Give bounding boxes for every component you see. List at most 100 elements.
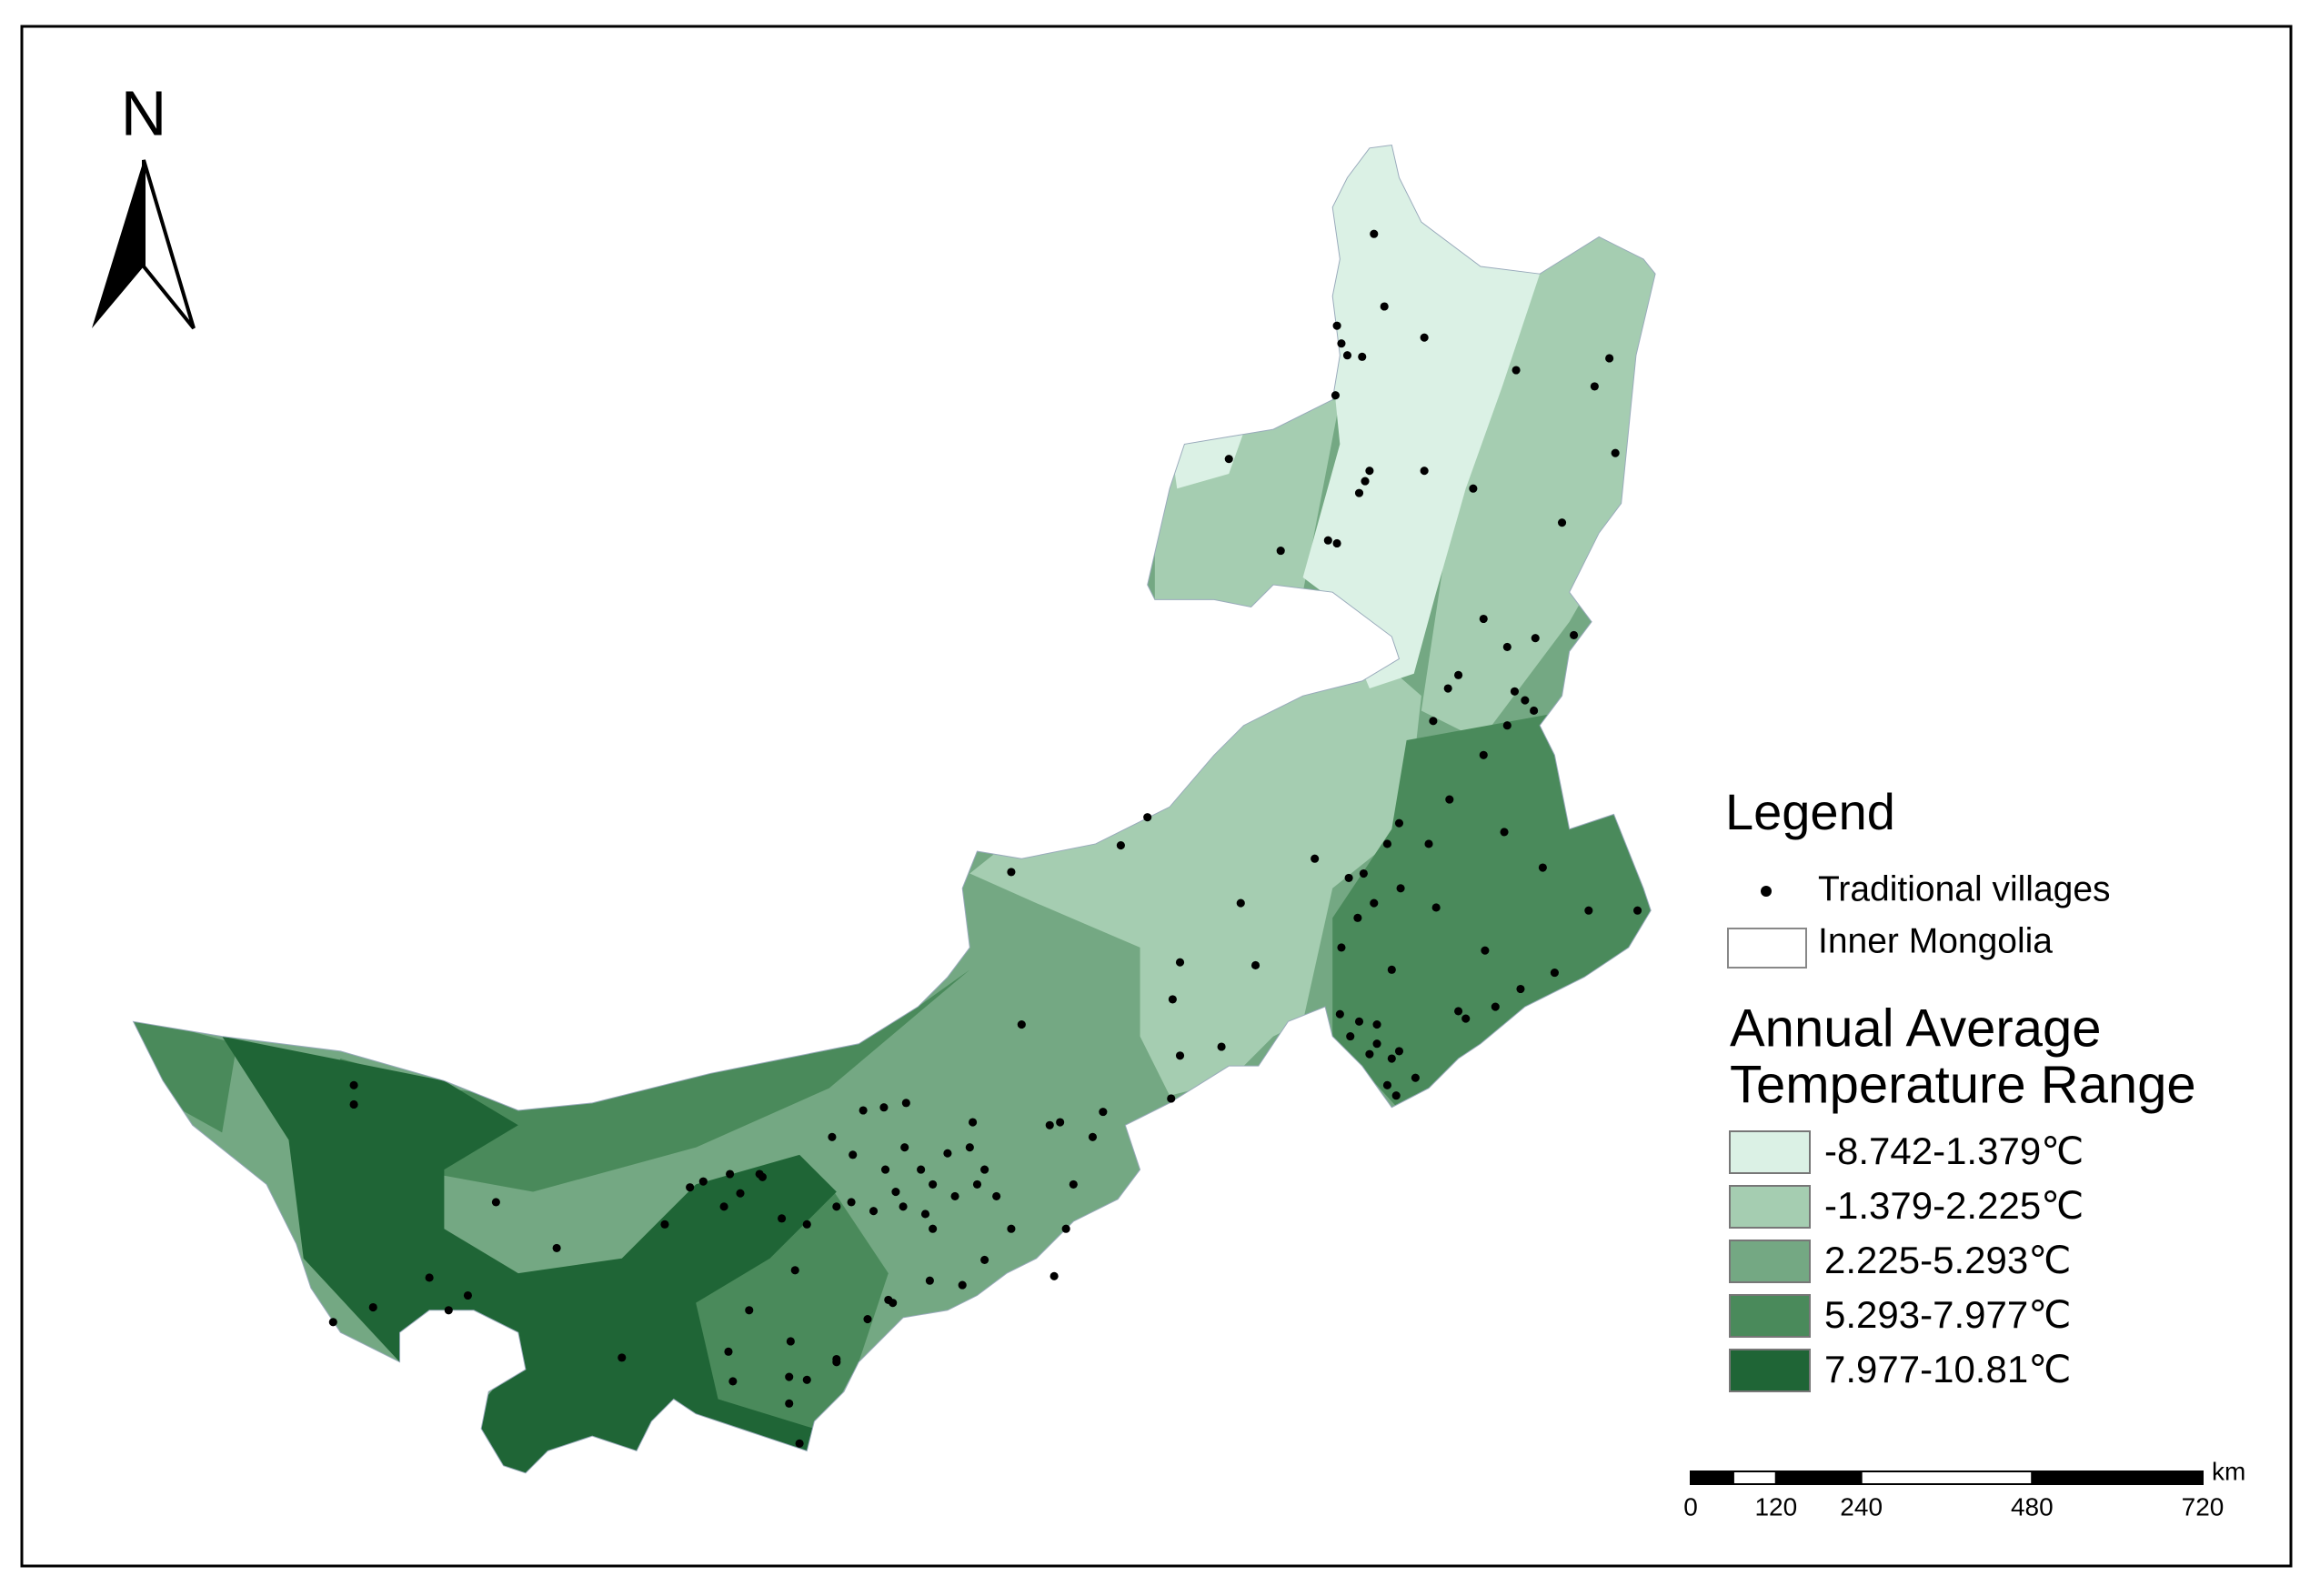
north-arrow: N <box>92 77 196 330</box>
class-swatch <box>1729 1185 1811 1229</box>
boundary-symbol <box>1727 928 1807 969</box>
village-point <box>1382 1080 1391 1089</box>
village-point <box>849 1150 858 1159</box>
village-point <box>1502 721 1512 730</box>
map-area <box>132 145 1656 1474</box>
village-point <box>726 1169 735 1179</box>
scale-tick-label: 120 <box>1754 1492 1797 1521</box>
scale-segment <box>2031 1471 2204 1485</box>
village-point <box>1557 518 1567 527</box>
village-point <box>1396 884 1405 893</box>
village-point <box>925 1276 934 1285</box>
scale-tick-label: 0 <box>1683 1492 1698 1521</box>
village-point <box>965 1143 974 1152</box>
village-point <box>1387 965 1396 974</box>
village-point <box>1605 354 1614 363</box>
village-point <box>1420 333 1429 342</box>
village-point <box>1429 717 1438 726</box>
village-point <box>889 1299 898 1308</box>
village-point <box>785 1372 794 1381</box>
village-point <box>1167 1094 1176 1103</box>
village-point <box>901 1099 910 1108</box>
village-point <box>920 1210 930 1219</box>
village-point <box>1250 960 1260 970</box>
legend-item: Traditional villages <box>1818 869 2111 908</box>
class-swatch <box>1729 1294 1811 1338</box>
village-point <box>618 1353 627 1362</box>
village-point <box>778 1214 787 1223</box>
village-point <box>1045 1120 1054 1129</box>
village-point <box>1387 1054 1396 1063</box>
class-swatch <box>1729 1349 1811 1392</box>
village-point <box>1370 898 1379 908</box>
village-point <box>1007 868 1016 877</box>
village-point <box>795 1439 804 1448</box>
village-point <box>1017 1020 1026 1029</box>
village-point <box>790 1266 799 1275</box>
village-point <box>686 1183 695 1192</box>
village-point <box>1335 1009 1344 1019</box>
village-point <box>1530 706 1539 715</box>
village-point <box>368 1302 377 1312</box>
village-point <box>828 1132 837 1141</box>
scale-tick-label: 720 <box>2182 1492 2225 1521</box>
village-point <box>1354 1017 1364 1026</box>
village-point <box>1217 1042 1226 1051</box>
village-point <box>1342 351 1352 360</box>
scale-segment <box>1732 1471 1777 1485</box>
village-point <box>832 1202 841 1211</box>
village-point <box>958 1280 967 1290</box>
village-point <box>1590 382 1599 391</box>
village-point <box>1584 906 1593 915</box>
village-point <box>1088 1132 1098 1141</box>
north-label: N <box>121 77 167 148</box>
class-swatch <box>1729 1240 1811 1283</box>
village-point <box>349 1080 358 1089</box>
village-point <box>1420 467 1429 476</box>
village-point <box>1633 906 1642 915</box>
village-point <box>1491 1002 1500 1011</box>
scale-tick-label: 480 <box>2011 1492 2054 1521</box>
village-point <box>1332 538 1341 548</box>
village-point <box>736 1189 745 1198</box>
village-point <box>879 1103 889 1112</box>
village-point <box>758 1172 767 1181</box>
village-point <box>969 1118 978 1127</box>
village-point <box>832 1354 841 1364</box>
village-point <box>929 1224 938 1233</box>
village-point <box>491 1198 500 1207</box>
village-point <box>1570 630 1579 639</box>
village-point <box>1424 839 1433 848</box>
village-point <box>1354 488 1364 497</box>
village-point <box>980 1255 989 1264</box>
scale-segment <box>1690 1471 1734 1485</box>
village-point <box>1411 1073 1420 1082</box>
village-point <box>1510 687 1520 696</box>
legend-title: Legend <box>1725 783 1895 840</box>
village-point <box>917 1165 926 1174</box>
village-point <box>847 1198 856 1207</box>
village-point <box>1531 634 1540 643</box>
village-point <box>802 1375 811 1384</box>
village-point <box>1502 642 1512 651</box>
village-point <box>785 1399 794 1408</box>
village-point <box>1469 484 1478 493</box>
village-point <box>1500 828 1509 837</box>
village-point <box>425 1273 434 1282</box>
scale-segment <box>1774 1471 1863 1485</box>
village-point <box>1394 1047 1404 1056</box>
class-label: 5.293-7.977℃ <box>1824 1293 2071 1336</box>
class-label: -8.742-1.379℃ <box>1824 1129 2084 1172</box>
village-point <box>1168 995 1177 1004</box>
village-point <box>1358 352 1367 361</box>
village-point <box>1372 1039 1381 1049</box>
class-label: 7.977-10.81℃ <box>1824 1348 2071 1390</box>
village-point <box>972 1179 982 1189</box>
legend: Legend Traditional villages Inner Mongol… <box>1725 783 2196 1392</box>
village-point <box>1099 1108 1108 1117</box>
village-point <box>1382 839 1391 848</box>
village-point <box>859 1106 868 1115</box>
village-point <box>1550 969 1559 978</box>
village-point <box>1332 321 1341 330</box>
